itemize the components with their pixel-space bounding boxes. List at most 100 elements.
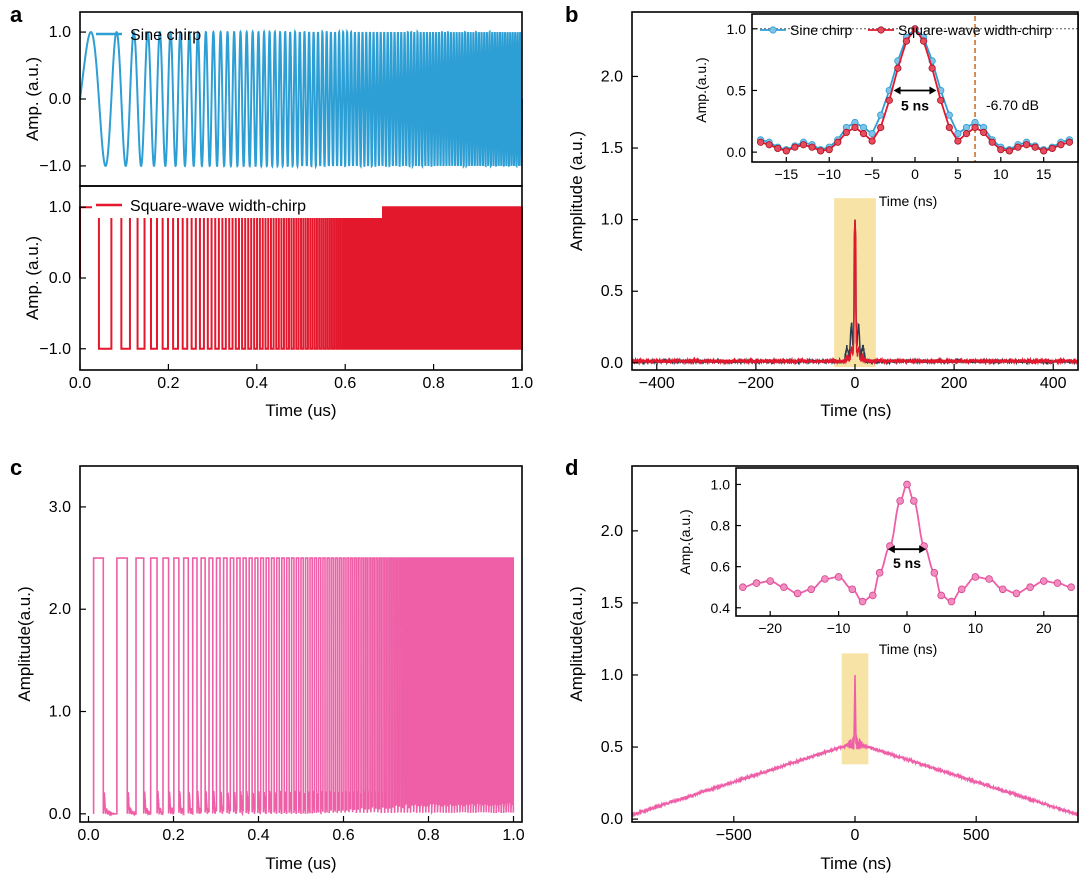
inset-b-xtick-label: −10 xyxy=(817,166,841,182)
inset-square-point xyxy=(988,138,996,146)
inset-d-ytick-label: 0.8 xyxy=(711,518,731,534)
inset-d-xtick-label: −20 xyxy=(758,620,782,636)
inset-d-ytick-label: 0.6 xyxy=(711,559,731,575)
sine-chirp-line xyxy=(79,28,523,170)
inset-square-point xyxy=(817,147,825,155)
inset-d-point xyxy=(1067,583,1075,592)
panel-d-ytick-label: 1.0 xyxy=(601,667,623,684)
inset-background xyxy=(736,468,1078,616)
panel-c-ytick-label: 3.0 xyxy=(49,499,71,516)
inset-square-point xyxy=(945,123,953,132)
inset-square-point xyxy=(756,138,765,146)
panel-a-top-ylabel: Amp. (a.u.) xyxy=(23,57,42,141)
inset-square-point xyxy=(842,128,850,136)
panel-d-ylabel: Amplitude(a.u.) xyxy=(567,586,586,701)
panel-b-inset-plot: 5 ns -6.70 dB Sine chirp Square-wave width-… xyxy=(693,13,1079,209)
inset-square-point xyxy=(774,144,782,153)
inset-d-ytick-label: 1.0 xyxy=(711,476,731,492)
width-arrow-head-left xyxy=(887,545,895,554)
inset-square-point xyxy=(885,96,893,104)
inset-b-xlabel: Time (ns) xyxy=(879,193,938,209)
panel-a-top-ytick-label: −1.0 xyxy=(39,158,71,175)
panel-a-bottom-ytick-label: 1.0 xyxy=(49,199,71,216)
inset-d-point xyxy=(998,585,1007,594)
panel-b-ytick-label: 0.5 xyxy=(601,283,623,300)
inset-b-xtick-label: 15 xyxy=(1036,166,1052,182)
sidelobe-annotation: -6.70 dB xyxy=(986,97,1039,113)
inset-square-point xyxy=(1040,147,1048,155)
inset-d-point xyxy=(875,569,884,577)
panel-b-xtick-label: 400 xyxy=(1040,375,1067,392)
panel-a-top-ytick-label: 1.0 xyxy=(49,24,71,41)
panel-d-plot: 0.0 0.5 1.0 1.5 2.0 −500 0 500 Time (ns) Amplitud… xyxy=(567,465,1079,873)
panel-label-b: b xyxy=(565,2,578,27)
inset-d-point xyxy=(752,579,761,587)
inset-square-point xyxy=(765,141,773,149)
inset-square-point xyxy=(1065,138,1074,146)
inset-b-xtick-label: 0 xyxy=(911,166,919,182)
inset-square-point xyxy=(834,138,842,146)
inset-d-xtick-label: −10 xyxy=(827,620,851,636)
panel-d-xtick-label: −500 xyxy=(716,827,752,844)
inset-b-xtick-label: 10 xyxy=(993,166,1009,182)
inset-b-ylabel: Amp.(a.u.) xyxy=(693,57,709,122)
inset-d-point xyxy=(1026,583,1034,592)
inset-sine-point xyxy=(945,111,953,119)
inset-d-point xyxy=(1040,577,1048,585)
inset-legend-marker-square xyxy=(877,26,885,34)
panel-c-xtick-label: 0.6 xyxy=(332,827,354,844)
inset-square-point xyxy=(868,137,876,145)
inset-d-point xyxy=(903,480,911,489)
inset-square-point xyxy=(1022,141,1031,149)
panel-d-ytick-label: 1.5 xyxy=(601,595,623,612)
inset-square-point xyxy=(902,37,911,45)
panel-d-ytick-label: 2.0 xyxy=(601,523,623,540)
inset-d-point xyxy=(821,575,829,583)
inset-b-ytick-label: 1.0 xyxy=(727,21,747,37)
panel-b-xlabel: Time (ns) xyxy=(820,401,891,420)
inset-square-point xyxy=(980,128,988,136)
inset-square-point xyxy=(1014,143,1022,151)
inset-legend-marker-sine xyxy=(769,26,777,34)
width-arrow-head-right xyxy=(929,86,937,95)
panel-b-xtick-label: −200 xyxy=(738,375,774,392)
panel-b-ytick-label: 1.5 xyxy=(601,140,623,157)
legend-background-square xyxy=(92,196,382,218)
panel-b-ytick-label: 0.0 xyxy=(601,355,623,372)
inset-square-point xyxy=(808,143,816,151)
panel-a-top-ytick-label: 0.0 xyxy=(49,91,71,108)
inset-square-point xyxy=(1005,147,1013,155)
inset-d-point xyxy=(793,589,802,598)
inset-square-point xyxy=(971,123,979,132)
inset-d-point xyxy=(780,583,788,592)
width-arrow-head-right xyxy=(919,545,927,554)
inset-square-point xyxy=(825,146,833,154)
panel-c-frame xyxy=(79,465,523,823)
inset-b-xtick-label: 5 xyxy=(954,166,962,182)
panel-a-xtick-label: 1.0 xyxy=(511,375,533,392)
inset-square-point xyxy=(851,123,859,132)
inset-b-xtick-label: −5 xyxy=(864,166,880,182)
panel-c-ytick-label: 1.0 xyxy=(49,704,71,721)
panel-label-c: c xyxy=(10,455,22,480)
panel-d-xlabel: Time (ns) xyxy=(820,854,891,873)
inset-sine-point xyxy=(868,130,876,138)
width-annotation: 5 ns xyxy=(893,555,921,571)
inset-square-point xyxy=(877,123,885,132)
inset-d-point xyxy=(971,573,980,581)
panel-c-ylabel: Amplitude(a.u.) xyxy=(15,586,34,701)
inset-d-ylabel: Amp.(a.u.) xyxy=(677,509,693,574)
inset-d-point xyxy=(910,497,918,505)
panel-label-a: a xyxy=(10,2,23,27)
panel-a-bottom-ylabel: Amp. (a.u.) xyxy=(23,236,42,320)
inset-d-point xyxy=(896,497,904,505)
inset-square-point xyxy=(894,64,902,72)
legend-label-sine: Sine chirp xyxy=(130,27,201,44)
inset-d-xtick-label: 20 xyxy=(1036,620,1052,636)
inset-d-point xyxy=(834,573,843,581)
inset-d-xlabel: Time (ns) xyxy=(879,641,938,657)
panel-c-xtick-label: 1.0 xyxy=(502,827,524,844)
width-arrow-head-left xyxy=(893,86,901,95)
inset-square-point xyxy=(791,143,799,151)
inset-b-ytick-label: 0.0 xyxy=(727,144,747,160)
